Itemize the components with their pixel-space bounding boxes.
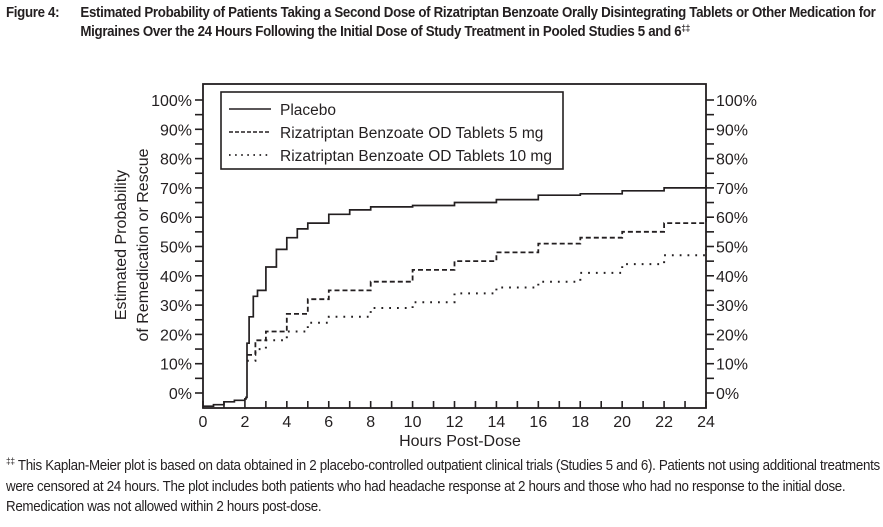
legend-box <box>220 91 564 170</box>
figure-title-marker: ‡‡ <box>681 23 691 33</box>
y-tick-label-right: 30% <box>716 298 748 315</box>
x-tick-label: 4 <box>282 414 291 431</box>
y-tick-label-right: 90% <box>716 122 748 139</box>
y-tick-label-left: 80% <box>160 152 192 169</box>
x-tick-label: 14 <box>488 414 506 431</box>
series-line-placebo <box>203 185 707 408</box>
y-tick-label-right: 100% <box>716 93 757 110</box>
y-tick-label-right: 50% <box>716 240 748 257</box>
figure-title-text: Estimated Probability of Patients Taking… <box>80 5 876 40</box>
y-tick-label-right: 70% <box>716 181 748 198</box>
x-tick-label: 6 <box>324 414 333 431</box>
y-tick-label-left: 90% <box>160 122 192 139</box>
y-tick-label-left: 40% <box>160 269 192 286</box>
legend: Placebo Rizatriptan Benzoate OD Tablets … <box>220 91 564 170</box>
y-tick-label-left: 30% <box>160 298 192 315</box>
y-tick-label-left: 10% <box>160 357 192 374</box>
footnote-marker: ‡‡ <box>6 456 15 466</box>
y-tick-label-left: 70% <box>160 181 192 198</box>
legend-label-placebo: Placebo <box>280 102 336 119</box>
y-tick-label-left: 0% <box>169 386 192 403</box>
figure-title: Estimated Probability of Patients Taking… <box>80 4 880 42</box>
x-axis-title: Hours Post-Dose <box>399 433 521 450</box>
y-tick-label-right: 60% <box>716 210 748 227</box>
series-lines <box>203 185 707 408</box>
y-tick-label-right: 80% <box>716 152 748 169</box>
x-tick-label: 22 <box>655 414 673 431</box>
y-tick-label-right: 20% <box>716 327 748 344</box>
axes: 0% 0% 10% 10% 20% 20% 30% 30% 40% 40% 50% 50% 60% 60%… <box>151 83 757 431</box>
footnote-text: This Kaplan-Meier plot is based on data … <box>6 458 880 515</box>
x-tick-label: 24 <box>697 414 715 431</box>
y-axis-title-line-1: Estimated Probability <box>113 170 130 320</box>
y-tick-label-left: 20% <box>160 327 192 344</box>
x-tick-label: 12 <box>446 414 464 431</box>
y-axis-title-line-2: of Remedication or Rescue <box>135 148 152 341</box>
y-tick-label-right: 10% <box>716 357 748 374</box>
x-tick-label: 10 <box>404 414 422 431</box>
legend-label-10mg: Rizatriptan Benzoate OD Tablets 10 mg <box>280 148 552 165</box>
y-tick-label-left: 50% <box>160 240 192 257</box>
x-tick-label: 16 <box>529 414 547 431</box>
x-tick-label: 18 <box>571 414 589 431</box>
y-tick-label-left: 100% <box>151 93 192 110</box>
y-tick-label-right: 40% <box>716 269 748 286</box>
y-tick-label-right: 0% <box>716 386 739 403</box>
x-tick-label: 20 <box>613 414 631 431</box>
x-tick-label: 2 <box>240 414 249 431</box>
footnote: ‡‡ This Kaplan-Meier plot is based on da… <box>6 456 880 518</box>
legend-label-5mg: Rizatriptan Benzoate OD Tablets 5 mg <box>280 125 543 142</box>
x-tick-label: 8 <box>366 414 375 431</box>
x-tick-label: 0 <box>199 414 208 431</box>
y-tick-label-left: 60% <box>160 210 192 227</box>
series-line-5mg <box>247 218 707 356</box>
figure-label: Figure 4: <box>6 5 60 21</box>
